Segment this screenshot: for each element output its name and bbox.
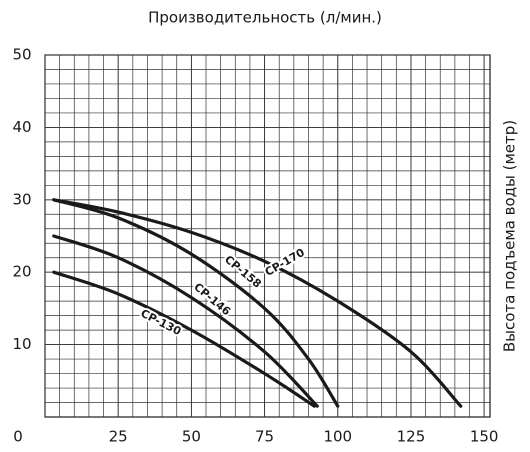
y-tick-label: 10 (12, 335, 31, 353)
x-tick-label: 125 (397, 428, 426, 446)
pump-curve (52, 198, 463, 408)
y-tick-label: 50 (12, 46, 31, 64)
x-tick-label: 0 (13, 428, 23, 446)
y-tick-label: 30 (12, 190, 31, 208)
x-tick-label: 100 (323, 428, 352, 446)
pump-curve (52, 270, 316, 408)
pump-curve (52, 198, 340, 408)
y-axis-label: Высота подъема воды (метр) (501, 120, 519, 352)
y-tick-label: 20 (12, 263, 31, 281)
x-tick-label: 50 (182, 428, 201, 446)
x-tick-label: 75 (255, 428, 274, 446)
y-tick-label: 40 (12, 118, 31, 136)
chart-title: Производительность (л/мин.) (148, 9, 382, 27)
x-tick-label: 150 (470, 428, 499, 446)
pump-curve (52, 234, 319, 408)
x-tick-label: 25 (109, 428, 128, 446)
